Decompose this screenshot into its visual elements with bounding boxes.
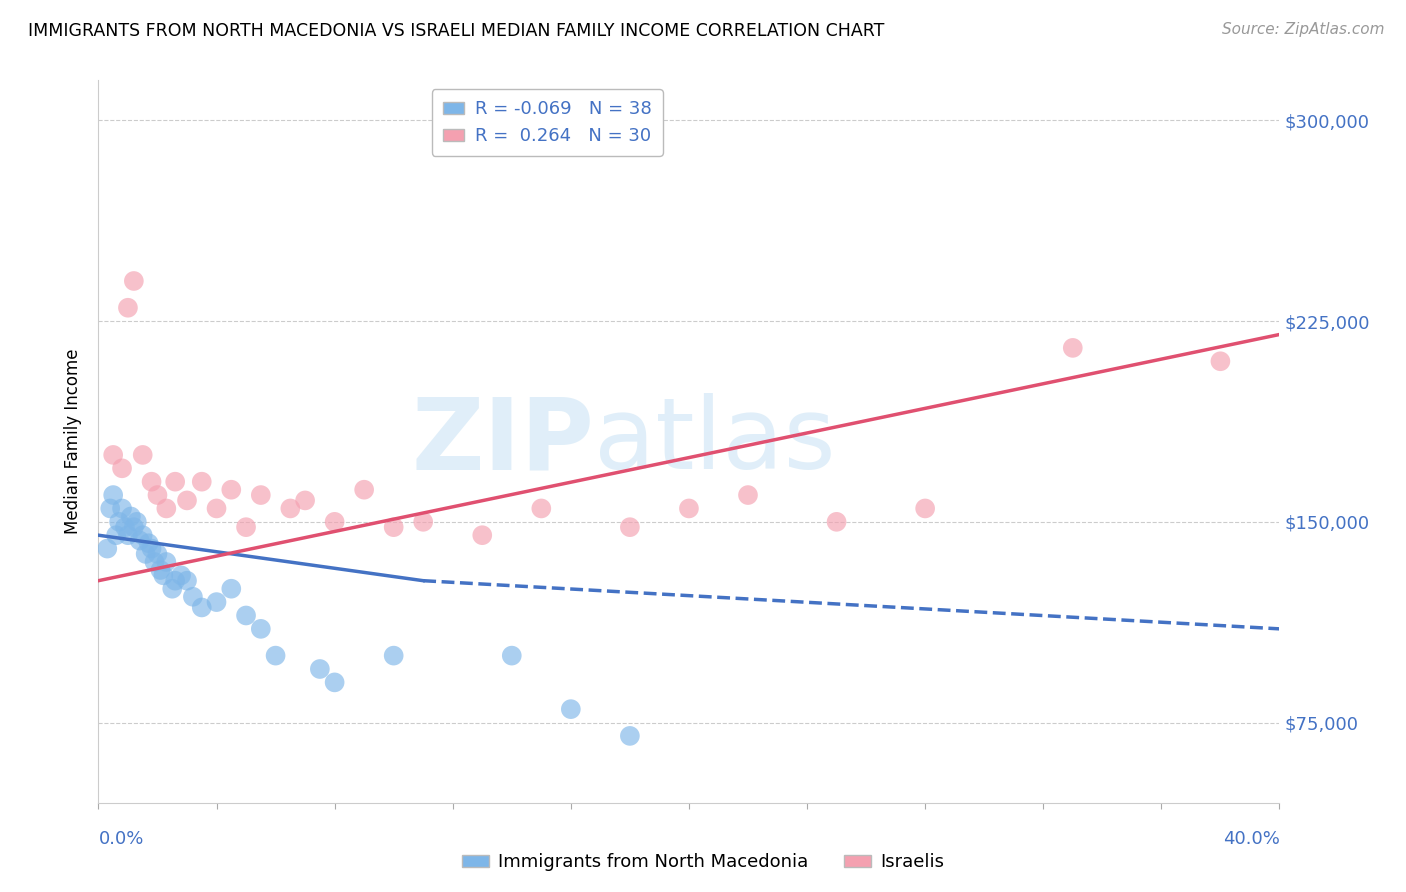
Point [221, 582, 243, 596]
Point [471, 528, 494, 542]
Text: IMMIGRANTS FROM NORTH MACEDONIA VS ISRAELI MEDIAN FAMILY INCOME CORRELATION CHAR: IMMIGRANTS FROM NORTH MACEDONIA VS ISRAE… [28, 22, 884, 40]
Point [176, 574, 198, 588]
Text: 0.0%: 0.0% [98, 830, 143, 847]
Point [155, 555, 177, 569]
Point [128, 533, 150, 548]
Point [162, 582, 183, 596]
Legend: Immigrants from North Macedonia, Israelis: Immigrants from North Macedonia, Israeli… [454, 847, 952, 879]
Text: atlas: atlas [595, 393, 837, 490]
Point [146, 488, 169, 502]
Point [141, 475, 163, 489]
Point [825, 515, 848, 529]
Point [191, 600, 214, 615]
Point [412, 515, 434, 529]
Point [323, 515, 346, 529]
Point [181, 590, 204, 604]
Y-axis label: Median Family Income: Median Family Income [65, 349, 83, 534]
Point [146, 547, 169, 561]
Point [135, 547, 157, 561]
Text: Source: ZipAtlas.com: Source: ZipAtlas.com [1222, 22, 1385, 37]
Point [205, 501, 228, 516]
Point [250, 488, 273, 502]
Point [98, 501, 121, 516]
Point [294, 493, 316, 508]
Point [155, 501, 177, 516]
Point [122, 520, 145, 534]
Point [111, 461, 134, 475]
Point [323, 675, 346, 690]
Text: ZIP: ZIP [412, 393, 595, 490]
Point [353, 483, 375, 497]
Point [165, 475, 187, 489]
Point [138, 536, 160, 550]
Point [176, 493, 198, 508]
Point [678, 501, 700, 516]
Point [737, 488, 759, 502]
Point [165, 574, 187, 588]
Point [309, 662, 332, 676]
Point [114, 520, 136, 534]
Point [191, 475, 214, 489]
Text: 40.0%: 40.0% [1223, 830, 1279, 847]
Point [1062, 341, 1084, 355]
Point [103, 488, 125, 502]
Point [382, 520, 405, 534]
Point [382, 648, 405, 663]
Point [111, 501, 134, 516]
Point [560, 702, 582, 716]
Point [117, 528, 139, 542]
Point [132, 448, 155, 462]
Point [117, 301, 139, 315]
Point [235, 520, 257, 534]
Point [105, 528, 128, 542]
Point [125, 515, 148, 529]
Point [235, 608, 257, 623]
Point [103, 448, 125, 462]
Point [264, 648, 287, 663]
Point [108, 515, 131, 529]
Point [280, 501, 302, 516]
Point [96, 541, 118, 556]
Point [501, 648, 523, 663]
Point [914, 501, 936, 516]
Point [132, 528, 155, 542]
Point [619, 520, 641, 534]
Point [250, 622, 273, 636]
Point [141, 541, 163, 556]
Point [1209, 354, 1232, 368]
Point [120, 509, 142, 524]
Point [221, 483, 243, 497]
Point [149, 563, 172, 577]
Point [205, 595, 228, 609]
Point [619, 729, 641, 743]
Legend: R = -0.069   N = 38, R =  0.264   N = 30: R = -0.069 N = 38, R = 0.264 N = 30 [432, 89, 662, 156]
Point [143, 555, 166, 569]
Point [152, 568, 174, 582]
Point [170, 568, 193, 582]
Point [530, 501, 553, 516]
Point [122, 274, 145, 288]
